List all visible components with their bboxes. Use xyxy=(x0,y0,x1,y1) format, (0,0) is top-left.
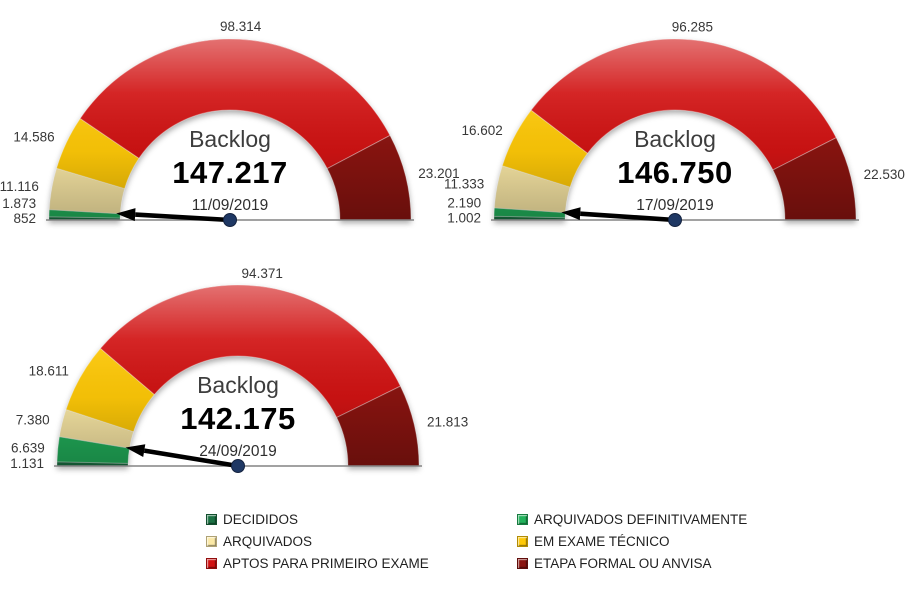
segment-value-label: 98.314 xyxy=(220,19,262,34)
segment-value-label: 852 xyxy=(13,211,36,226)
legend-swatch-etapa-formal-ou-anvisa xyxy=(517,557,528,569)
segment-value-label: 18.611 xyxy=(29,363,69,378)
gauge-ring xyxy=(493,38,857,221)
legend-swatch-arquivados xyxy=(206,535,217,547)
gauge-needle-head xyxy=(116,208,136,222)
legend-swatch-arquivados-definitivamente xyxy=(517,513,528,525)
legend-item-decididos: DECIDIDOS xyxy=(206,512,517,527)
legend-swatch-em-exame-tecnico xyxy=(517,535,528,547)
legend-label: ETAPA FORMAL OU ANVISA xyxy=(534,555,712,571)
gauge-needle-shaft xyxy=(143,448,239,469)
legend-swatch-decididos xyxy=(206,513,217,525)
gauge-needle-head xyxy=(125,444,146,457)
legend-label: EM EXAME TÉCNICO xyxy=(534,533,670,549)
segment-value-label: 96.285 xyxy=(672,19,713,34)
gauge-chart-1: 852 1.873 11.116 14.586 98.314 23.201 Backlog… xyxy=(0,0,460,250)
segment-value-label: 11.116 xyxy=(0,179,39,194)
segment-value-label: 16.602 xyxy=(462,123,503,138)
legend-swatch-aptos-para-primeiro-exame xyxy=(206,557,217,569)
segment-value-label: 1.873 xyxy=(2,196,36,211)
segment-value-label: 94.371 xyxy=(242,266,283,281)
gauge-segment-4 xyxy=(79,38,391,170)
segment-value-label: 1.002 xyxy=(447,211,481,226)
gauge-ring xyxy=(48,38,412,221)
segment-value-label: 6.639 xyxy=(11,440,45,455)
segment-value-label: 2.190 xyxy=(447,196,481,211)
legend-item-em-exame-tecnico: EM EXAME TÉCNICO xyxy=(517,534,747,549)
gauge-needle-head xyxy=(561,207,581,221)
gauge-needle-shaft xyxy=(135,212,231,223)
legend-label: ARQUIVADOS xyxy=(223,533,313,549)
legend-label: ARQUIVADOS DEFINITIVAMENTE xyxy=(534,511,748,527)
segment-value-label: 22.530 xyxy=(864,167,905,182)
segment-value-label: 1.131 xyxy=(10,456,44,471)
legend-item-arquivados-definitivamente: ARQUIVADOS DEFINITIVAMENTE xyxy=(517,512,747,527)
gauge-needle-shaft xyxy=(580,211,676,223)
segment-value-label: 21.813 xyxy=(427,415,468,430)
legend-item-arquivados: ARQUIVADOS xyxy=(206,534,517,549)
segment-value-label: 11.333 xyxy=(444,177,484,192)
legend-label: DECIDIDOS xyxy=(223,511,299,527)
gauge-chart-2: 1.002 2.190 11.333 16.602 96.285 22.530 Backl… xyxy=(444,0,905,250)
gauge-ring xyxy=(56,284,420,467)
needle-dot-icon xyxy=(231,459,245,473)
segment-value-label: 23.201 xyxy=(418,166,459,181)
gauge-chart-3: 1.131 6.639 7.380 18.611 94.371 21.813 Backlo… xyxy=(8,246,468,496)
legend-item-aptos-para-primeiro-exame: APTOS PARA PRIMEIRO EXAME xyxy=(206,556,517,571)
segment-value-label: 7.380 xyxy=(16,412,50,427)
legend-label: APTOS PARA PRIMEIRO EXAME xyxy=(223,555,429,571)
chart-legend: DECIDIDOS ARQUIVADOS DEFINITIVAMENTE ARQ… xyxy=(206,508,747,574)
segment-value-label: 14.586 xyxy=(13,129,54,144)
needle-dot-icon xyxy=(668,213,682,227)
needle-dot-icon xyxy=(223,213,237,227)
legend-item-etapa-formal-ou-anvisa: ETAPA FORMAL OU ANVISA xyxy=(517,556,747,571)
